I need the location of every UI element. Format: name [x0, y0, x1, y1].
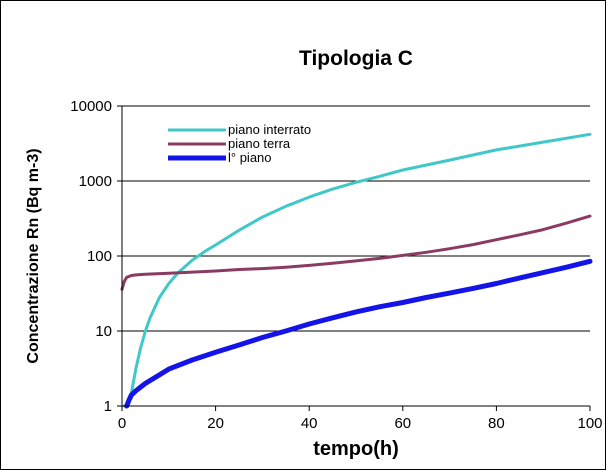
x-tick-label: 100: [577, 415, 602, 432]
chart-title: Tipologia C: [299, 47, 413, 70]
x-tick-label: 0: [118, 415, 126, 432]
x-tick-label: 40: [301, 415, 318, 432]
x-tick-label: 60: [394, 415, 411, 432]
series-line-2: [120, 214, 592, 291]
y-tick-label: 10: [95, 323, 112, 340]
x-axis-ticks: 0 20 40 60 80 100: [118, 406, 603, 432]
y-tick-label: 1: [104, 398, 112, 415]
series-lines: [120, 132, 593, 409]
x-tick-label: 80: [488, 415, 505, 432]
y-axis-label: Concentrazione Rn (Bq m-3): [25, 148, 42, 363]
series-line-3: [124, 258, 593, 409]
y-axis-ticks: 1 10 100 1000 10000: [70, 98, 122, 415]
series-line-1: [122, 132, 592, 408]
legend-label-1: piano interrato: [228, 122, 311, 137]
y-tick-label: 100: [87, 248, 112, 265]
plot-area: [120, 105, 593, 409]
x-axis-label: tempo(h): [313, 438, 399, 460]
y-tick-label: 10000: [70, 98, 112, 115]
y-tick-label: 1000: [79, 173, 112, 190]
x-tick-label: 20: [207, 415, 224, 432]
legend-label-2: piano terra: [228, 136, 291, 151]
legend-label-3: l° piano: [228, 150, 272, 165]
